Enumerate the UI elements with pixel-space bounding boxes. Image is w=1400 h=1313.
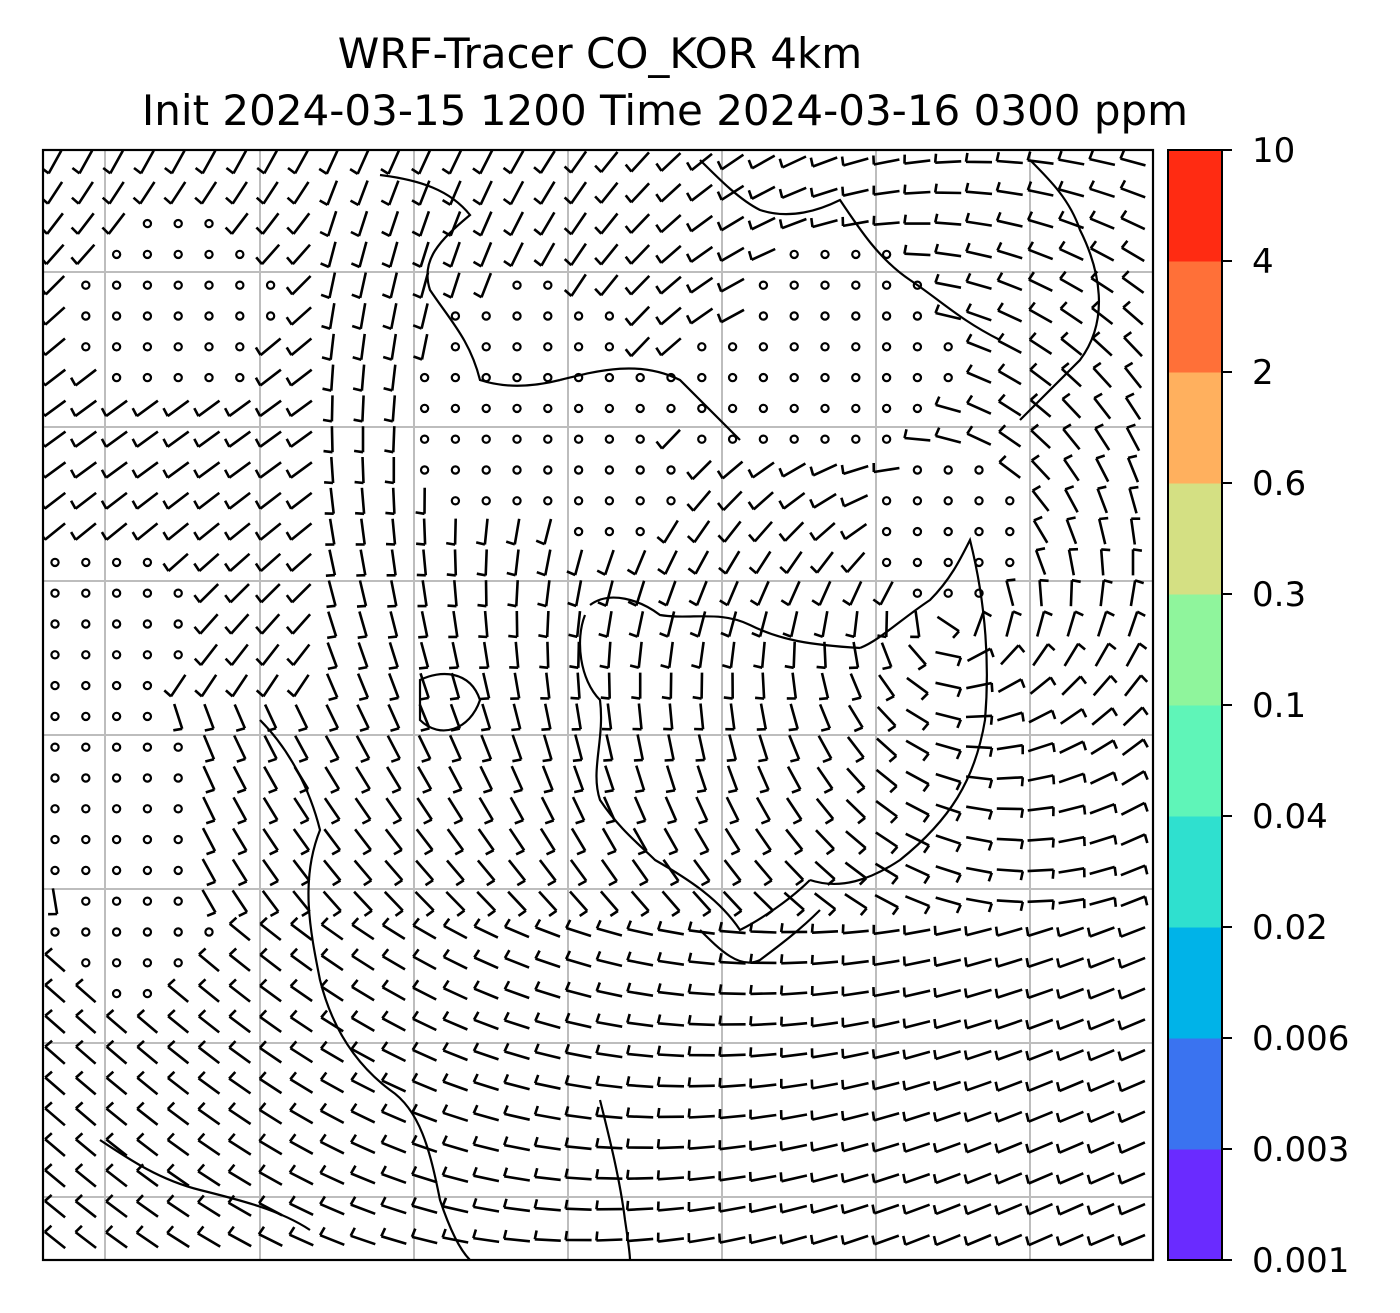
colorbar-band bbox=[1168, 594, 1222, 706]
map-background bbox=[43, 150, 1153, 1260]
chart-title: WRF-Tracer CO_KOR 4km bbox=[337, 29, 863, 78]
coastline bbox=[809, 536, 988, 885]
gridlines bbox=[43, 150, 1153, 1260]
colorbar-tick-label: 0.04 bbox=[1252, 797, 1328, 837]
colorbar-tick-label: 0.6 bbox=[1252, 464, 1306, 504]
colorbar-tick-label: 0.02 bbox=[1252, 908, 1328, 948]
colorbar-tick-label: 10 bbox=[1252, 131, 1295, 171]
colorbar-tick-label: 0.006 bbox=[1252, 1019, 1349, 1059]
colorbar-band bbox=[1168, 1149, 1222, 1261]
coastline bbox=[699, 159, 1001, 341]
chart-subtitle: Init 2024-03-15 1200 Time 2024-03-16 030… bbox=[141, 86, 1189, 135]
colorbar-band bbox=[1168, 150, 1222, 262]
colorbar-tick-label: 2 bbox=[1252, 353, 1274, 393]
colorbar-band bbox=[1168, 261, 1222, 373]
coastline bbox=[379, 173, 561, 387]
colorbar-band bbox=[1168, 816, 1222, 928]
colorbar-tick-label: 0.1 bbox=[1252, 686, 1306, 726]
colorbar-band bbox=[1168, 483, 1222, 595]
coastline bbox=[99, 1139, 311, 1231]
coastline bbox=[578, 614, 811, 932]
colorbar-band bbox=[1168, 927, 1222, 1039]
coastline bbox=[1019, 159, 1101, 421]
colorbar-tick-label: 0.003 bbox=[1252, 1130, 1349, 1170]
coastlines bbox=[99, 159, 1101, 1260]
colorbar-band bbox=[1168, 1038, 1222, 1150]
coastline bbox=[699, 909, 821, 964]
map-frame bbox=[41, 148, 1155, 1262]
coastline bbox=[598, 1099, 632, 1260]
coastline bbox=[259, 719, 471, 1260]
colorbar-tick-label: 4 bbox=[1252, 242, 1274, 282]
wind-barbs bbox=[43, 150, 1149, 1250]
coastline bbox=[559, 367, 741, 441]
colorbar-tick-label: 0.3 bbox=[1252, 575, 1306, 615]
coastline bbox=[418, 672, 482, 732]
colorbar-band bbox=[1168, 705, 1222, 817]
colorbar-tick-label: 0.001 bbox=[1252, 1241, 1349, 1281]
colorbar-band bbox=[1168, 372, 1222, 484]
coastline bbox=[589, 596, 861, 650]
